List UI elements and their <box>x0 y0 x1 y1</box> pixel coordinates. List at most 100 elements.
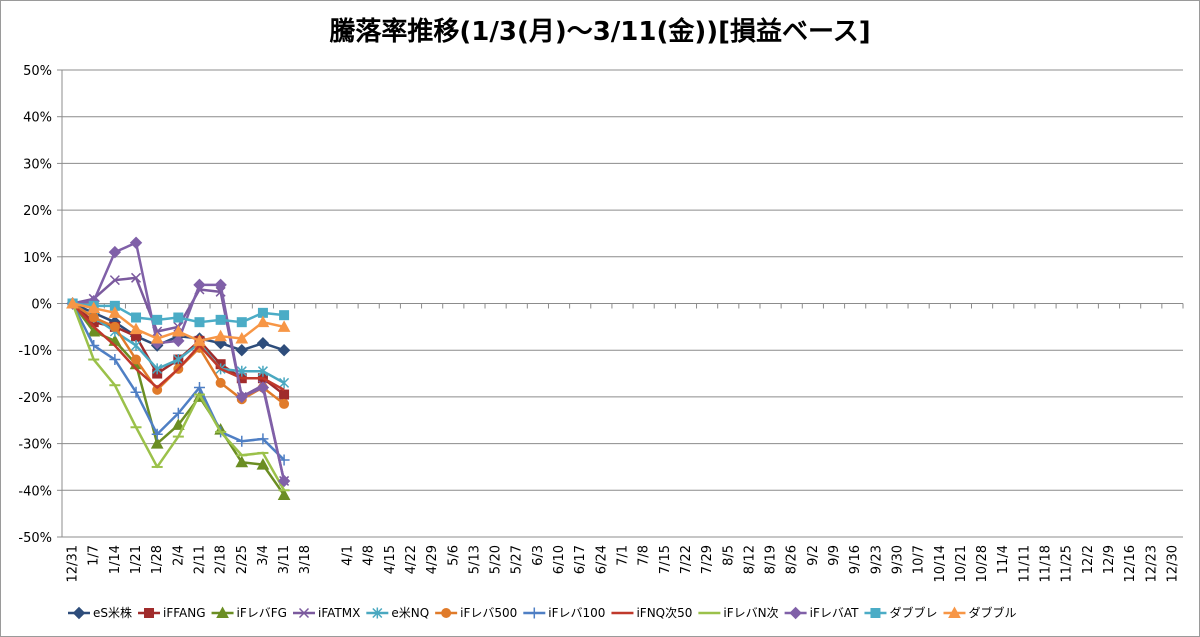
x-tick-label: 11/18 <box>1039 545 1054 582</box>
data-point <box>108 245 122 259</box>
legend-item: ダブブレ <box>864 605 937 620</box>
data-point <box>66 296 79 309</box>
y-tick-label: -20% <box>18 391 52 406</box>
data-point <box>215 377 226 388</box>
series <box>66 296 291 346</box>
x-tick-label: 2/25 <box>235 545 250 574</box>
data-point <box>235 343 248 357</box>
x-tick-label: 5/20 <box>489 545 504 574</box>
x-tick-label: 10/14 <box>933 545 948 582</box>
axes <box>57 69 1184 538</box>
legend-item: iFNQ次50 <box>611 606 692 620</box>
x-tick-label: 10/21 <box>954 545 969 582</box>
data-point <box>129 322 143 335</box>
data-point <box>150 331 164 344</box>
legend-label: iFレバ500 <box>460 606 517 620</box>
legend-item: ダブブル <box>943 605 1017 620</box>
x-tick-label: 7/22 <box>679 545 694 574</box>
x-tick-label: 3/18 <box>298 545 313 574</box>
x-tick-label: 4/29 <box>425 545 440 574</box>
x-tick-label: 8/26 <box>785 545 800 574</box>
y-tick-label: 0% <box>31 298 52 313</box>
x-tick-label: 12/16 <box>1123 545 1138 582</box>
legend-label: iFレバN次 <box>723 606 778 620</box>
data-point <box>372 607 383 619</box>
data-point <box>256 336 270 350</box>
legend-label: eS米株 <box>93 605 132 620</box>
data-point <box>131 354 142 365</box>
legend-item: iFATMX <box>293 606 360 620</box>
data-point <box>215 314 226 325</box>
x-tick-label: 5/27 <box>510 545 525 574</box>
x-tick-label: 6/10 <box>552 545 567 574</box>
data-point <box>256 458 270 470</box>
data-point <box>72 606 86 620</box>
x-tick-label: 1/28 <box>150 545 165 574</box>
x-tick-label: 9/2 <box>806 545 821 566</box>
y-tick-label: 50% <box>23 64 52 79</box>
data-point <box>171 324 185 337</box>
data-point <box>528 607 540 619</box>
data-point <box>131 312 142 323</box>
x-tick-label: 10/7 <box>912 545 927 574</box>
x-tick-label: 7/1 <box>616 545 631 566</box>
x-tick-label: 5/6 <box>446 545 461 566</box>
legend-label: iFレバ100 <box>548 606 605 620</box>
legend-item: e米NQ <box>366 606 429 620</box>
gridlines <box>62 69 1183 538</box>
chart-title: 騰落率推移(1/3(月)～3/11(金))[損益ベース] <box>329 16 870 47</box>
y-tick-label: -40% <box>18 484 52 499</box>
series <box>71 302 285 391</box>
x-axis-tick-labels: 12/31 1/7 1/14 1/21 1/28 2/4 2/11 2/18 2/25 3/4 3/… <box>66 545 1181 582</box>
x-tick-label: 8/19 <box>764 545 779 574</box>
data-point <box>235 455 249 468</box>
x-tick-label: 1/7 <box>87 545 102 566</box>
x-tick-label: 7/15 <box>658 545 673 574</box>
data-point <box>193 278 206 292</box>
data-point <box>441 608 452 618</box>
y-tick-label: -50% <box>18 531 52 546</box>
x-tick-label: 8/5 <box>721 545 736 566</box>
x-tick-label: 6/17 <box>573 545 588 574</box>
data-point <box>235 390 248 404</box>
data-point <box>214 329 227 342</box>
data-point <box>87 324 101 337</box>
data-point <box>870 608 881 618</box>
y-tick-label: -30% <box>18 438 52 453</box>
x-tick-label: 7/29 <box>700 545 715 574</box>
data-point <box>173 354 184 366</box>
data-point <box>279 310 290 321</box>
legend-item: iFFANG <box>138 606 206 620</box>
data-point <box>257 365 268 377</box>
y-tick-label: -10% <box>18 344 52 359</box>
data-point <box>173 312 184 323</box>
legend-label: iFレバAT <box>810 606 860 620</box>
data-point <box>109 354 121 366</box>
x-tick-label: 3/4 <box>256 545 271 566</box>
x-tick-label: 12/30 <box>1165 545 1180 582</box>
x-tick-label: 2/11 <box>192 545 207 574</box>
data-point <box>129 236 143 249</box>
data-point <box>88 340 100 352</box>
legend-item: iFレバ100 <box>523 606 605 620</box>
data-point <box>279 377 290 389</box>
y-tick-label: 20% <box>23 204 52 219</box>
x-tick-label: 1/21 <box>129 545 144 574</box>
data-point <box>279 389 290 400</box>
x-tick-label: 11/4 <box>996 545 1011 574</box>
data-point <box>109 275 120 286</box>
data-point <box>172 334 185 348</box>
data-point <box>152 384 163 395</box>
data-point <box>789 606 802 620</box>
x-tick-label: 5/13 <box>467 545 482 574</box>
legend-label: ダブブル <box>968 605 1016 620</box>
data-point <box>277 488 291 500</box>
data-point <box>256 381 270 394</box>
data-point <box>150 437 164 449</box>
data-point <box>130 340 142 352</box>
x-tick-label: 8/12 <box>742 545 757 574</box>
x-tick-label: 9/9 <box>827 545 842 566</box>
data-point <box>152 314 163 325</box>
legend-item: iFレバFG <box>211 606 287 620</box>
data-point <box>144 608 155 618</box>
